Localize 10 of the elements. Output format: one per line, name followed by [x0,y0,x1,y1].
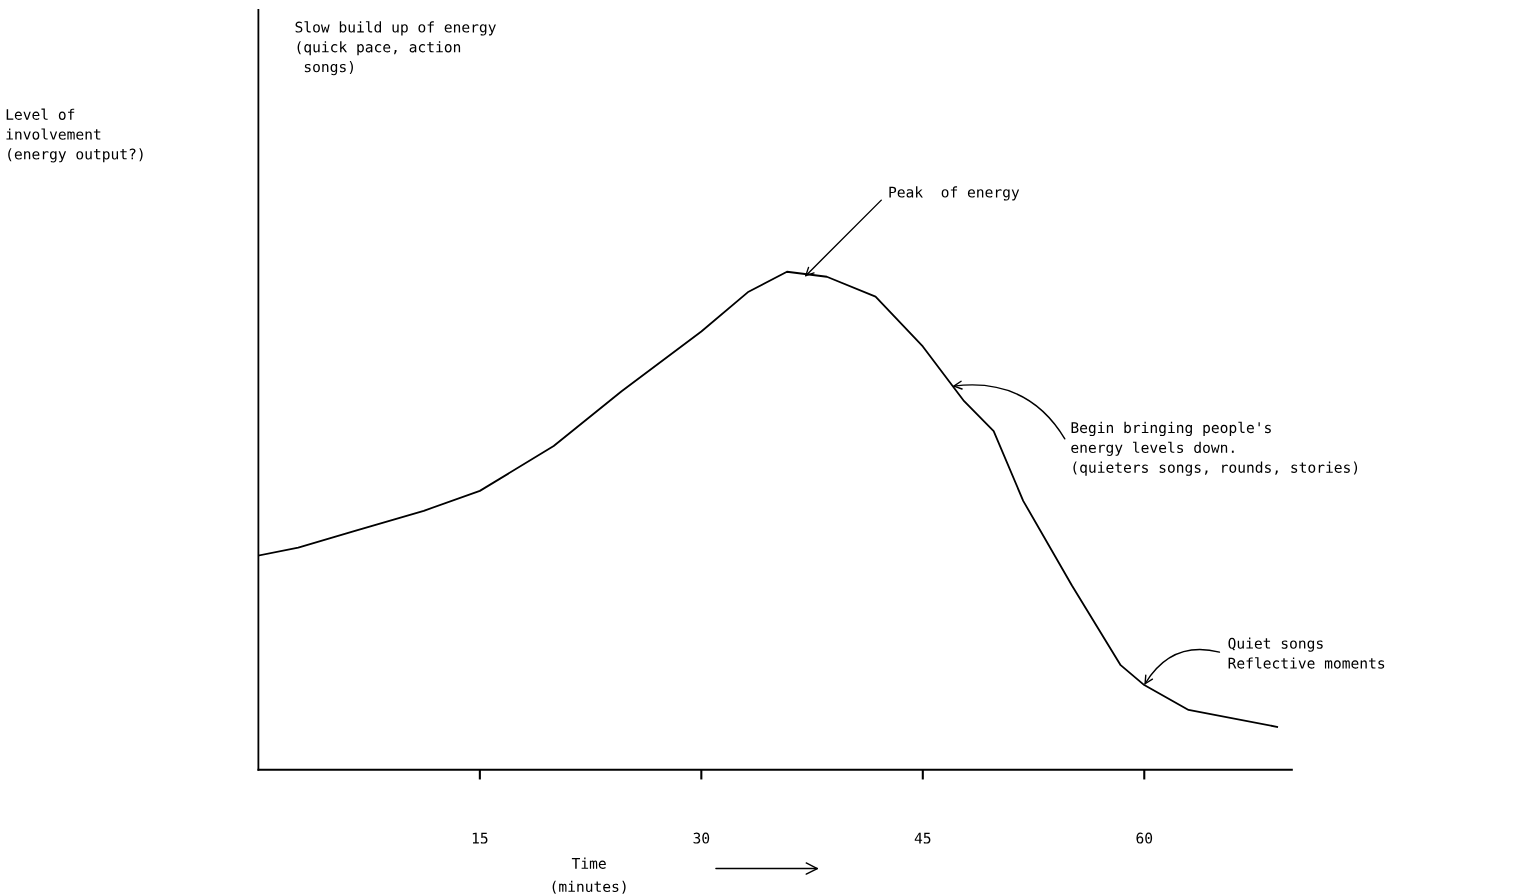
text: Slow build up of energy (quick pace, action songs) [295,21,496,76]
annotation: Quiet songs Reflective moments [1228,637,1385,669]
annotation: Begin bringing people's energy levels down. (quieters songs, rounds, stories) [1071,421,1358,476]
x-axis-title: Time (minutes) [552,857,626,894]
x-tick-label: 15 [472,832,488,844]
x-tick-label: 45 [914,832,931,844]
x-tick-label: 30 [693,832,710,844]
x-tick-label: 60 [1136,832,1153,844]
text: Level of involvement (energy output?) [6,108,143,163]
annotation: Peak of energy [889,186,1020,201]
